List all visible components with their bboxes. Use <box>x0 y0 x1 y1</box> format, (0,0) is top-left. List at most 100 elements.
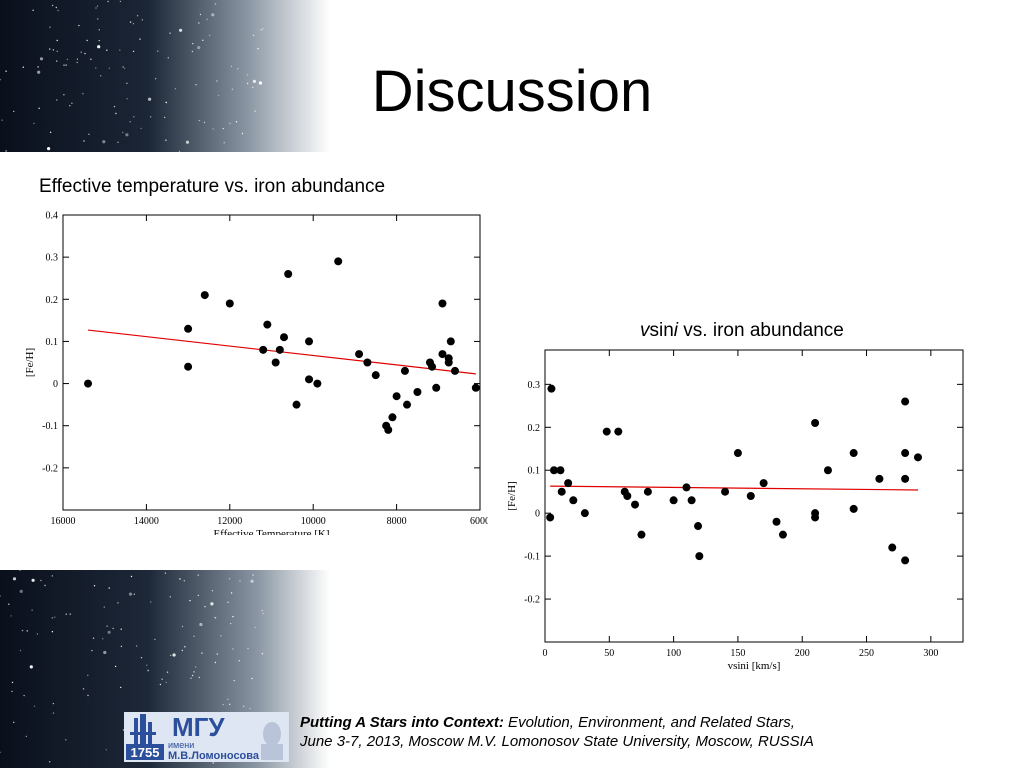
chart2-x-tick-label: 150 <box>730 648 745 659</box>
chart1-data-point <box>438 350 447 359</box>
chart2-data-point <box>901 449 910 458</box>
chart1-data-point <box>428 362 437 371</box>
chart1-x-tick-label: 8000 <box>387 516 407 527</box>
footer-text: Putting A Stars into Context: Evolution,… <box>300 713 814 751</box>
chart2-x-tick-label: 300 <box>923 648 938 659</box>
chart2-data-point <box>669 496 678 505</box>
chart2-data-point <box>569 496 578 505</box>
footer-line-2: June 3-7, 2013, Moscow M.V. Lomonosov St… <box>300 733 814 750</box>
chart1-data-point <box>225 299 234 308</box>
star-field-banner-top <box>0 0 330 152</box>
chart2-data-point <box>721 487 730 496</box>
slide-title: Discussion <box>371 59 653 124</box>
chart2-x-axis-label: vsini [km/s] <box>728 660 781 672</box>
chart2-x-tick-label: 250 <box>859 648 874 659</box>
chart2-data-point <box>888 543 897 552</box>
chart1-x-tick-label: 14000 <box>134 516 159 527</box>
chart2-data-point <box>687 496 696 505</box>
chart1-y-tick-label: 0 <box>53 379 58 390</box>
chart1-data-point <box>446 337 455 346</box>
chart2-data-point <box>631 500 640 509</box>
chart1-data-point <box>403 400 412 409</box>
chart2-data-point <box>733 449 742 458</box>
chart1-data-point <box>275 345 284 354</box>
chart1-data-point <box>444 358 453 367</box>
chart1-y-tick-label: -0.2 <box>42 463 58 474</box>
logo-lomonosov: М.В.Ломоносова <box>168 750 260 762</box>
chart1-data-point <box>280 333 289 342</box>
footer-conference-name: Putting A Stars into Context: <box>300 714 504 731</box>
chart2-data-point <box>901 556 910 565</box>
chart2-data-point <box>557 487 566 496</box>
chart1-data-point <box>450 366 459 375</box>
chart2-data-point <box>823 466 832 475</box>
chart1-data-point <box>432 383 441 392</box>
caption-rest: vs. iron abundance <box>678 320 844 341</box>
chart1-data-point <box>438 299 447 308</box>
chart2-data-point <box>623 492 632 500</box>
chart1-data-point <box>471 383 480 392</box>
chart1-data-point <box>400 366 409 375</box>
chart1-data-point <box>392 392 401 401</box>
chart2-data-point <box>901 474 910 483</box>
chart2-caption: vsini vs. iron abundance <box>640 320 844 342</box>
chart2-data-point <box>746 492 755 500</box>
chart2-y-tick-label: -0.1 <box>524 552 540 563</box>
chart1-data-point <box>263 320 272 329</box>
chart2-x-tick-label: 100 <box>666 648 681 659</box>
chart1-data-point <box>355 350 364 359</box>
chart2-data-point <box>564 479 573 488</box>
chart2-x-tick-label: 200 <box>795 648 810 659</box>
chart1-plot-frame <box>62 214 481 511</box>
chart2-data-point <box>913 453 922 462</box>
chart1-data-point <box>313 379 322 388</box>
chart1-data-point <box>305 337 314 346</box>
chart1-y-tick-label: 0.1 <box>46 337 59 348</box>
chart1-y-tick-label: 0.4 <box>46 211 59 222</box>
chart2-y-tick-label: 0.1 <box>528 466 541 477</box>
chart1-data-point <box>184 362 193 371</box>
chart2-data-point <box>811 419 820 427</box>
caption-v: v <box>640 320 650 341</box>
chart1-data-point <box>184 324 193 333</box>
msu-logo: 1755 МГУ имени М.В.Ломоносова <box>124 712 289 762</box>
chart2-data-point <box>849 504 858 513</box>
chart1-y-tick-label: 0.3 <box>46 253 59 264</box>
chart2-data-point <box>778 530 787 539</box>
chart2-data-point <box>546 513 555 522</box>
chart2-x-tick-label: 50 <box>604 648 614 659</box>
chart2-data-point <box>849 449 858 458</box>
chart2-data-point <box>580 509 589 518</box>
chart2-y-tick-label: 0.3 <box>528 380 541 391</box>
chart2-data-point <box>547 384 556 393</box>
chart2-y-axis-label: [Fe/H] <box>506 481 518 510</box>
chart1-data-point <box>271 358 280 367</box>
logo-msu: МГУ <box>172 712 225 742</box>
vsini-feh-chart: 0 50 100 150 200 250 300 0.3 0.2 0.1 0 -0.1 -0.2 vsin… <box>506 349 964 672</box>
chart2-plot-frame <box>544 349 964 643</box>
chart1-x-tick-label: 12000 <box>217 516 242 527</box>
chart2-y-tick-label: 0.2 <box>528 423 541 434</box>
chart1-x-tick-label: 6000 <box>470 516 488 527</box>
chart1-data-point <box>384 425 393 434</box>
chart2-data-point <box>550 466 559 475</box>
chart2-data-point <box>614 427 623 436</box>
chart1-y-tick-label: -0.1 <box>42 421 58 432</box>
chart2-data-point <box>875 474 884 483</box>
chart2-data-point <box>772 517 781 526</box>
chart2-data-point <box>811 513 820 522</box>
chart1-data-point <box>305 375 314 384</box>
chart1-y-tick-label: 0.2 <box>46 295 59 306</box>
chart2-data-point <box>694 522 703 531</box>
chart2-data-point <box>759 479 768 488</box>
caption-sin: sin <box>649 320 674 341</box>
logo-imeni: имени <box>168 740 194 750</box>
chart1-data-point <box>284 270 293 278</box>
chart2-data-point <box>695 552 704 561</box>
chart2-data-point <box>637 530 646 539</box>
chart2-x-tick-label: 0 <box>543 648 548 659</box>
chart1-data-point <box>363 358 372 367</box>
chart2-data-point <box>682 483 691 492</box>
caption-i: i <box>673 320 679 341</box>
chart1-data-point <box>259 345 268 354</box>
